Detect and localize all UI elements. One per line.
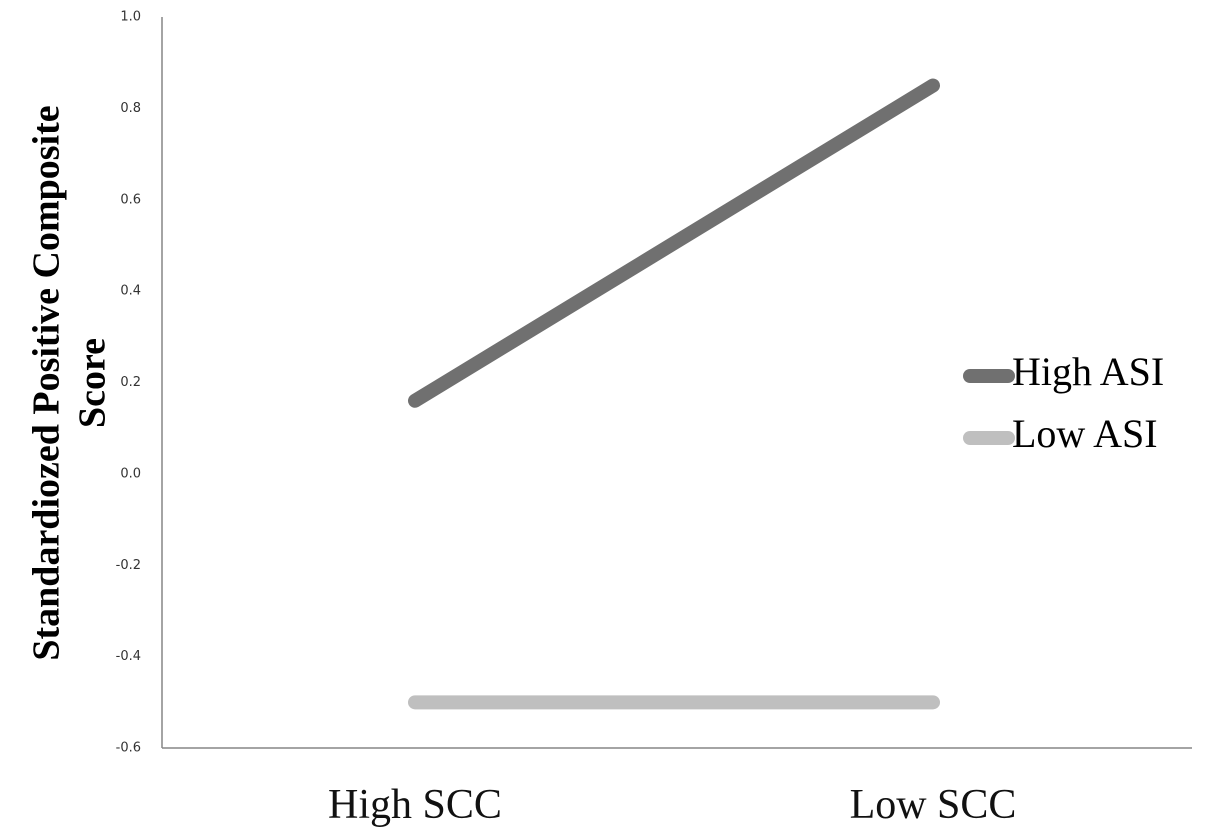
series-lines	[408, 78, 940, 710]
legend-label-low-asi: Low ASI	[1012, 411, 1158, 456]
axes	[161, 17, 1192, 749]
y-tick-label: 0.6	[120, 192, 141, 207]
legend-label-high-asi: High ASI	[1012, 349, 1164, 394]
y-tick-labels: 1.0 0.8 0.6 0.4 0.2 0.0 -0.2 -0.4 -0.6	[116, 10, 141, 756]
y-tick-label: 0.2	[120, 375, 141, 390]
y-tick-label: 0.0	[120, 466, 141, 481]
y-axis-title-line-1: Standardiozed Positive Composite	[26, 105, 68, 660]
legend: High ASI Low ASI	[963, 349, 1164, 456]
y-tick-label: 0.8	[120, 101, 141, 116]
y-axis-title-line-2: Score	[72, 338, 114, 428]
x-tick-labels: High SCC Low SCC	[328, 782, 1016, 828]
y-tick-label: -0.6	[116, 741, 141, 756]
x-tick-label: Low SCC	[850, 782, 1017, 828]
y-tick-label: 1.0	[120, 10, 141, 25]
y-tick-label: -0.4	[116, 649, 141, 664]
y-tick-label: 0.4	[120, 284, 141, 299]
y-axis-title: Standardiozed Positive Composite Score	[26, 105, 114, 660]
y-tick-label: -0.2	[116, 558, 141, 573]
series-line-high-asi	[408, 78, 940, 408]
x-tick-label: High SCC	[328, 782, 502, 828]
